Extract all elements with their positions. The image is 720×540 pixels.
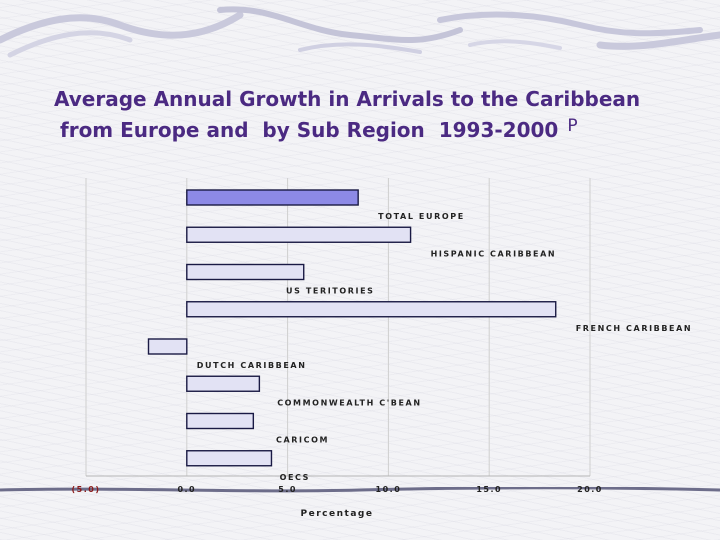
bar-2 (186, 263, 305, 281)
x-axis-label: Percentage (301, 509, 374, 519)
chart-title: Average Annual Growth in Arrivals to the… (54, 86, 640, 144)
title-provisional-marker: P (567, 116, 578, 136)
bar-label-2: US TERITORIES (286, 287, 375, 296)
bottom-decorative-rule (0, 487, 720, 493)
bars (147, 189, 557, 467)
bar-label-5: COMMONWEALTH C'BEAN (277, 398, 421, 407)
x-tick-label-3: 10.0 (376, 485, 402, 494)
bar-label-6: CARICOM (276, 436, 329, 445)
grid-lines (85, 178, 591, 477)
bar-3 (186, 301, 557, 318)
title-line-2: from Europe and by Sub Region 1993-2000 … (60, 113, 640, 144)
x-tick-label-5: 20.0 (577, 485, 603, 494)
bar-4 (147, 338, 188, 355)
bar-5 (186, 375, 261, 392)
title-line-1: Average Annual Growth in Arrivals to the… (54, 87, 641, 111)
bar-0 (186, 189, 359, 206)
x-tick-label-1: 0.0 (177, 485, 196, 494)
x-tick-label-2: 5.0 (278, 485, 297, 494)
x-tick-label-4: 15.0 (476, 485, 502, 494)
bar-7 (186, 450, 273, 467)
bar-label-7: OECS (280, 473, 310, 482)
decorative-swoosh-band (0, 6, 720, 58)
bar-label-3: FRENCH CARIBBEAN (576, 324, 692, 333)
x-tick-label-0: (5.0) (72, 485, 101, 494)
bar-labels: TOTAL EUROPE HISPANIC CARIBBEAN US TERITOR… (197, 212, 692, 482)
bar-label-0: TOTAL EUROPE (378, 212, 465, 221)
bar-label-1: HISPANIC CARIBBEAN (431, 249, 557, 258)
bar-6 (186, 412, 255, 430)
title-line-2-text: from Europe and by Sub Region 1993-2000 (60, 118, 559, 142)
bar-label-4: DUTCH CARIBBEAN (197, 361, 307, 370)
bar-1 (186, 226, 412, 243)
x-axis-ticks: (5.0) 0.0 5.0 10.0 15.0 20.0 (72, 485, 603, 494)
